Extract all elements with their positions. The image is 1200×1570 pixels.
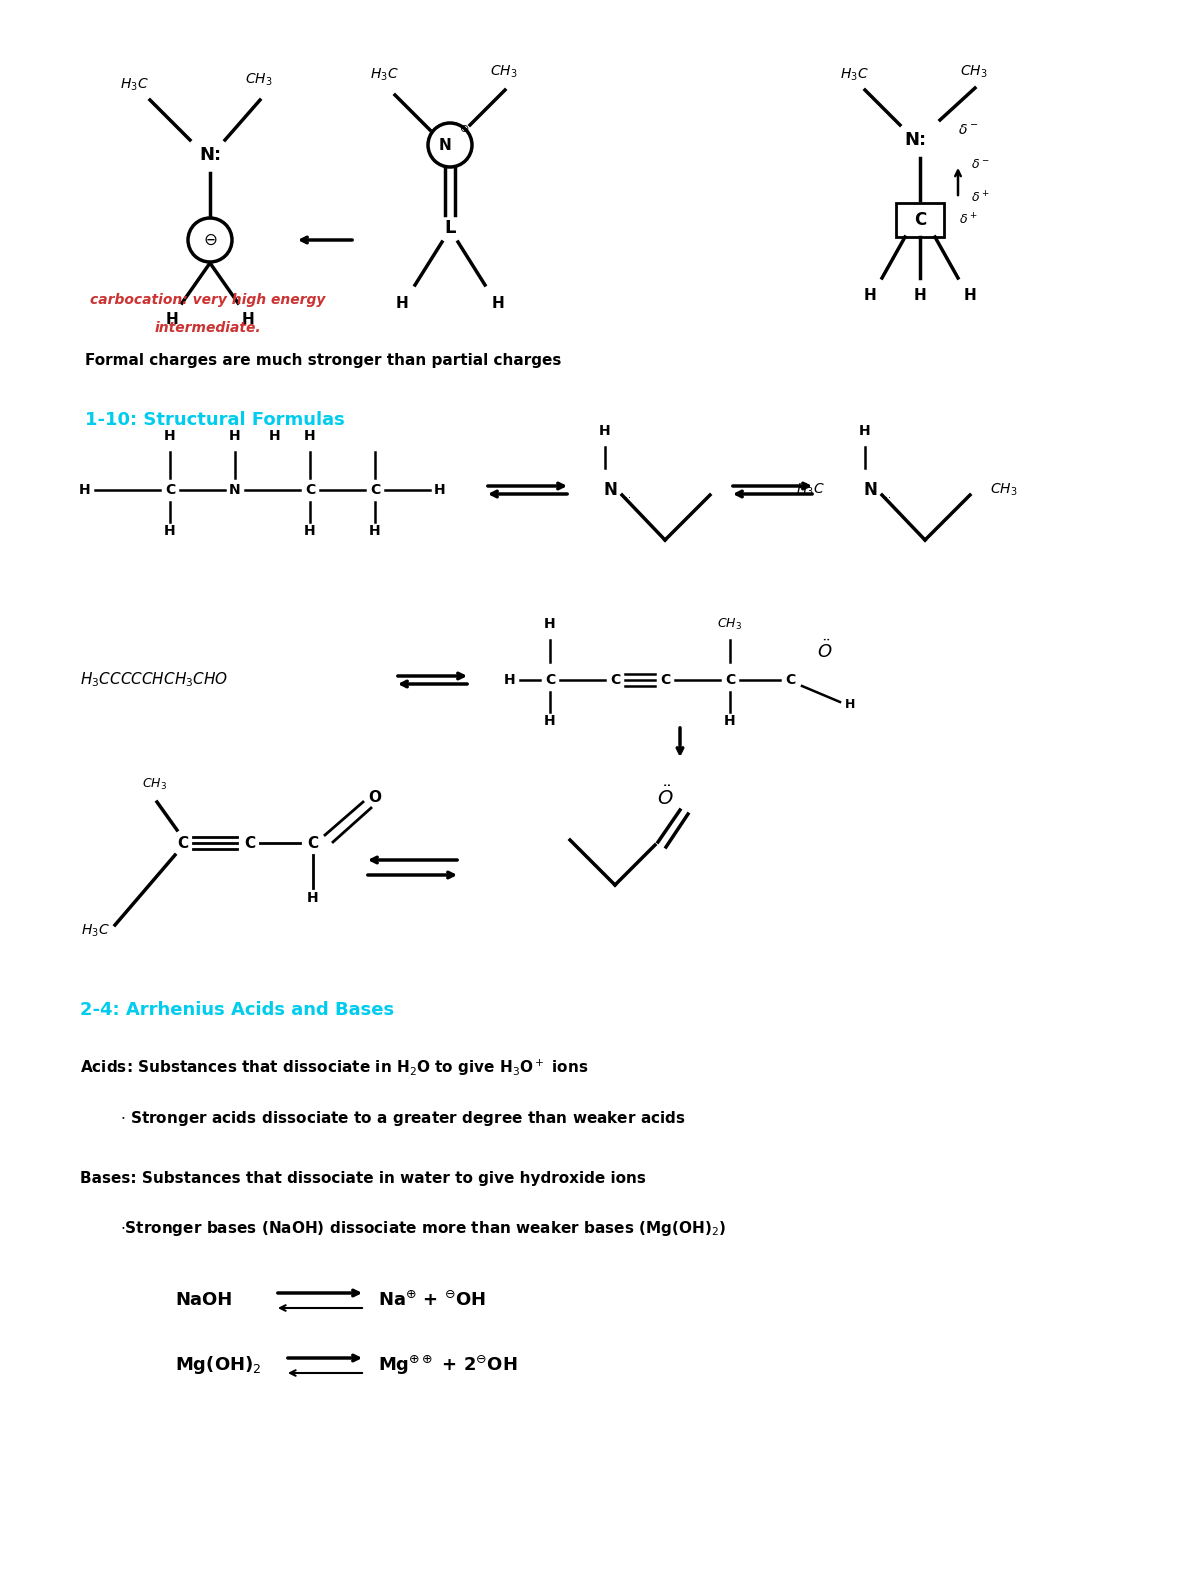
Text: H: H — [307, 892, 319, 904]
Text: H: H — [396, 295, 408, 311]
Text: H: H — [859, 424, 871, 438]
Text: carbocation: very high energy: carbocation: very high energy — [90, 294, 325, 308]
Text: $CH_3$: $CH_3$ — [245, 72, 272, 88]
Text: $\oplus$: $\oplus$ — [458, 124, 469, 135]
Text: H: H — [166, 312, 179, 328]
Text: $H_3C$: $H_3C$ — [80, 923, 109, 939]
Text: H: H — [304, 524, 316, 539]
Text: Formal charges are much stronger than partial charges: Formal charges are much stronger than pa… — [85, 353, 562, 367]
Text: $\delta^+$: $\delta^+$ — [959, 212, 977, 228]
Text: H: H — [492, 295, 504, 311]
Text: C: C — [370, 484, 380, 498]
Text: C: C — [914, 210, 926, 229]
Text: $\delta^-$: $\delta^-$ — [958, 122, 978, 137]
Text: H: H — [845, 699, 856, 711]
Text: $CH_3$: $CH_3$ — [990, 482, 1018, 498]
Text: $H_3C$: $H_3C$ — [370, 68, 398, 83]
Text: $\ddot{O}$: $\ddot{O}$ — [817, 639, 833, 663]
Text: $CH_3$: $CH_3$ — [143, 777, 168, 793]
Text: C: C — [725, 674, 736, 688]
Text: C: C — [307, 835, 318, 851]
Text: $CH_3$: $CH_3$ — [718, 617, 743, 633]
Text: $H_3C$: $H_3C$ — [120, 77, 149, 93]
Text: H: H — [304, 429, 316, 443]
Text: $\cdot$Stronger bases (NaOH) dissociate more than weaker bases (Mg(OH)$_2$): $\cdot$Stronger bases (NaOH) dissociate … — [120, 1218, 726, 1237]
Text: O: O — [368, 791, 382, 805]
Text: $\ddot{O}$: $\ddot{O}$ — [656, 785, 673, 809]
Text: H: H — [504, 674, 516, 688]
Text: N:: N: — [199, 146, 221, 163]
Text: L: L — [444, 218, 456, 237]
Text: N: N — [604, 480, 617, 499]
Text: Mg(OH)$_2$: Mg(OH)$_2$ — [175, 1353, 262, 1375]
Text: H: H — [434, 484, 446, 498]
Text: H: H — [544, 617, 556, 631]
Text: 2-4: Arrhenius Acids and Bases: 2-4: Arrhenius Acids and Bases — [80, 1002, 394, 1019]
Text: 1-10: Structural Formulas: 1-10: Structural Formulas — [85, 411, 344, 429]
Text: N:: N: — [904, 130, 926, 149]
Text: H: H — [599, 424, 611, 438]
Text: $H_3C$: $H_3C$ — [840, 68, 869, 83]
Text: intermediate.: intermediate. — [155, 320, 262, 334]
Text: H: H — [724, 714, 736, 728]
Text: C: C — [785, 674, 796, 688]
Text: H: H — [79, 484, 91, 498]
Text: H: H — [269, 429, 281, 443]
Text: C: C — [245, 835, 256, 851]
Text: H: H — [864, 287, 876, 303]
Text: H: H — [913, 287, 926, 303]
Text: $H_3C$: $H_3C$ — [796, 482, 824, 498]
Text: N: N — [439, 138, 451, 152]
Text: $CH_3$: $CH_3$ — [960, 64, 988, 80]
Text: $H_3CCCCCHCH_3CHO$: $H_3CCCCCHCH_3CHO$ — [80, 670, 228, 689]
Text: H: H — [164, 524, 176, 539]
Text: H: H — [964, 287, 977, 303]
Text: N: N — [863, 480, 877, 499]
Text: H: H — [544, 714, 556, 728]
Text: H: H — [241, 312, 254, 328]
Text: H: H — [164, 429, 176, 443]
Text: H: H — [229, 429, 241, 443]
Text: H: H — [370, 524, 380, 539]
Text: NaOH: NaOH — [175, 1291, 233, 1309]
Text: $\delta^-$: $\delta^-$ — [971, 159, 989, 171]
Text: $CH_3$: $CH_3$ — [490, 64, 517, 80]
Text: ..: .. — [886, 490, 890, 499]
Text: Na$^{\oplus}$ + $^{\ominus}$OH: Na$^{\oplus}$ + $^{\ominus}$OH — [378, 1291, 486, 1309]
Text: N: N — [229, 484, 241, 498]
Text: Bases: Substances that dissociate in water to give hydroxide ions: Bases: Substances that dissociate in wat… — [80, 1171, 646, 1185]
Text: Acids: Substances that dissociate in H$_2$O to give H$_3$O$^+$ ions: Acids: Substances that dissociate in H$_… — [80, 1058, 588, 1079]
Text: C: C — [164, 484, 175, 498]
Text: $\delta^+$: $\delta^+$ — [971, 190, 989, 206]
Text: C: C — [610, 674, 620, 688]
Text: $\ominus$: $\ominus$ — [203, 231, 217, 250]
Text: $\cdot$ Stronger acids dissociate to a greater degree than weaker acids: $\cdot$ Stronger acids dissociate to a g… — [120, 1108, 685, 1127]
Text: C: C — [545, 674, 556, 688]
Text: Mg$^{\oplus\oplus}$ + 2$^{\ominus}$OH: Mg$^{\oplus\oplus}$ + 2$^{\ominus}$OH — [378, 1353, 517, 1377]
Text: C: C — [660, 674, 670, 688]
Text: C: C — [178, 835, 188, 851]
Text: ..: .. — [625, 490, 631, 499]
Text: C: C — [305, 484, 316, 498]
